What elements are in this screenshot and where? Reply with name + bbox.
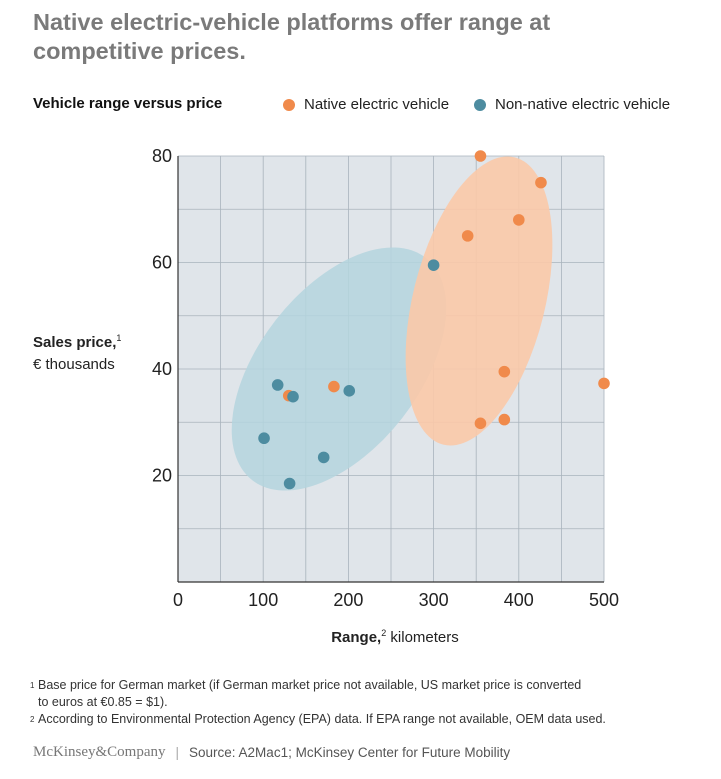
chart-headline: Native electric-vehicle platforms offer … — [33, 9, 551, 64]
native-ev-point — [498, 413, 511, 426]
y-tick-label: 20 — [152, 466, 172, 486]
native-ev-point — [535, 176, 547, 189]
native-ev-point — [598, 377, 610, 390]
x-tick-label: 200 — [333, 590, 363, 610]
y-axis-label-unit: € thousands — [33, 356, 115, 373]
chart-subtitle: Vehicle range versus price — [33, 95, 223, 112]
footnote-1-line-1: Base price for German market (if German … — [38, 678, 582, 692]
source-note: Source: A2Mac1; McKinsey Center for Futu… — [189, 745, 511, 760]
footnote-2: 2 According to Environmental Protection A… — [30, 711, 606, 728]
x-tick-label: 400 — [504, 590, 534, 610]
cluster-non-native — [231, 247, 447, 491]
legend-item-non-native: Non-native electric vehicle — [474, 96, 670, 113]
native-ev-point — [461, 230, 474, 242]
footer: McKinsey&Company | Source: A2Mac1; McKin… — [33, 744, 510, 761]
native-ev-point — [498, 365, 511, 378]
non-native-ev-point — [283, 477, 296, 490]
x-tick-label: 0 — [173, 590, 183, 610]
x-axis-label-title: Range, — [331, 629, 382, 646]
non-native-ev-point — [287, 390, 299, 403]
non-native-ev-point — [271, 379, 284, 391]
native-ev-point — [474, 417, 487, 430]
native-ev-point — [513, 214, 525, 226]
x-tick-label: 100 — [248, 590, 278, 610]
non-native-ev-point — [427, 259, 440, 271]
x-axis-label-unit: kilometers — [390, 629, 459, 646]
footnote-1-line-2: to euros at €0.85 = $1). — [38, 695, 168, 709]
non-native-ev-point — [317, 451, 330, 464]
footnote-2-number: 2 — [30, 715, 35, 724]
footnote-1-number: 1 — [30, 681, 35, 690]
legend-swatch-native — [283, 98, 295, 111]
native-ev-point — [328, 380, 340, 393]
y-tick-label: 40 — [152, 359, 172, 379]
legend-item-native: Native electric vehicle — [283, 96, 449, 113]
legend-swatch-non-native — [474, 98, 486, 111]
non-native-ev-point — [343, 385, 356, 397]
x-tick-label: 500 — [589, 590, 619, 610]
footnote-1: 1 Base price for German market (if German… — [30, 677, 581, 711]
brand-logo: McKinsey&Company — [33, 744, 166, 760]
x-axis-label-footnote-ref: 2 — [381, 628, 387, 638]
non-native-ev-point — [258, 432, 270, 445]
legend-label-non-native: Non-native electric vehicle — [495, 96, 671, 113]
footer-separator: | — [175, 745, 180, 760]
y-axis-label: Sales price,1 € thousands — [33, 327, 121, 376]
x-tick-label: 300 — [419, 590, 449, 610]
legend-label-native: Native electric vehicle — [304, 96, 450, 113]
y-axis-label-title: Sales price, — [33, 334, 117, 351]
y-tick-label: 60 — [152, 253, 172, 273]
y-tick-label: 80 — [152, 146, 172, 166]
y-axis-label-footnote-ref: 1 — [116, 333, 122, 343]
x-axis-label: Range,2 kilometers — [0, 628, 721, 646]
native-ev-point — [474, 150, 487, 162]
cluster-native — [405, 156, 553, 446]
footnote-2-line-1: According to Environmental Protection Ag… — [38, 712, 606, 726]
